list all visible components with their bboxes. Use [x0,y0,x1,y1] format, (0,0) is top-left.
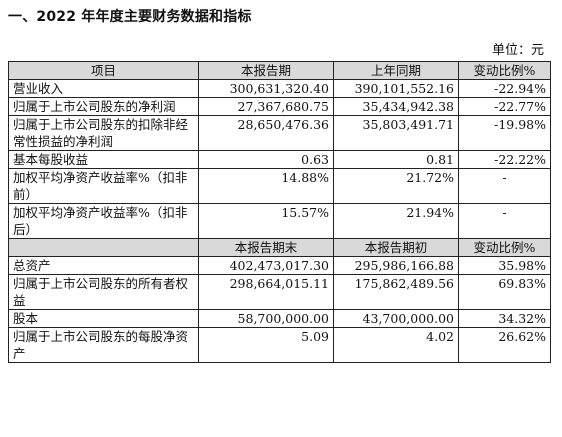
period-start-value: 295,986,166.88 [333,256,459,275]
table-row: 总资产 402,473,017.30 295,986,166.88 35.98% [8,256,551,275]
prior-value: 35,803,491.71 [333,115,459,151]
prior-value: 21.72% [333,168,459,204]
header-cell-current-period: 本报告期 [198,61,334,80]
unit-label: 单位：元 [491,43,544,58]
table-row: 加权平均净资产收益率%（扣非前） 14.88% 21.72% - [8,168,551,204]
change-value: 35.98% [458,256,551,275]
row-label: 总资产 [8,256,199,275]
change-value: 34.32% [458,309,551,328]
table-row: 归属于上市公司股东的净利润 27,367,680.75 35,434,942.3… [8,97,551,116]
subheader-cell-period-start: 本报告期初 [333,238,459,257]
prior-value: 21.94% [333,203,459,239]
row-label: 归属于上市公司股东的每股净资产 [8,327,199,363]
table-row: 加权平均净资产收益率%（扣非后） 15.57% 21.94% - [8,203,551,239]
period-start-value: 175,862,489.56 [333,274,459,310]
table-row: 归属于上市公司股东的每股净资产 5.09 4.02 26.62% [8,327,551,363]
change-value: -19.98% [458,115,551,151]
change-value: - [458,203,551,239]
financial-data-table: 项目 本报告期 上年同期 变动比例% 营业收入 300,631,320.40 3… [8,61,551,363]
row-label: 归属于上市公司股东的所有者权益 [8,274,199,310]
change-value: 69.83% [458,274,551,310]
current-value: 15.57% [198,203,334,239]
change-value: -22.22% [458,150,551,169]
current-value: 14.88% [198,168,334,204]
table-row: 股本 58,700,000.00 43,700,000.00 34.32% [8,309,551,328]
header-cell-prior-period: 上年同期 [333,61,459,80]
change-value: -22.94% [458,79,551,98]
period-end-value: 58,700,000.00 [198,309,334,328]
table-row: 营业收入 300,631,320.40 390,101,552.16 -22.9… [8,79,551,98]
table-row: 基本每股收益 0.63 0.81 -22.22% [8,150,551,169]
current-value: 300,631,320.40 [198,79,334,98]
row-label: 归属于上市公司股东的净利润 [8,97,199,116]
prior-value: 35,434,942.38 [333,97,459,116]
current-value: 0.63 [198,150,334,169]
change-value: 26.62% [458,327,551,363]
current-value: 28,650,476.36 [198,115,334,151]
table-row: 归属于上市公司股东的扣除非经常性损益的净利润 28,650,476.36 35,… [8,115,551,151]
prior-value: 0.81 [333,150,459,169]
current-value: 27,367,680.75 [198,97,334,116]
row-label: 加权平均净资产收益率%（扣非前） [8,168,199,204]
period-start-value: 43,700,000.00 [333,309,459,328]
section-heading: 一、2022 年年度主要财务数据和指标 [8,9,252,25]
change-value: - [458,168,551,204]
row-label: 基本每股收益 [8,150,199,169]
period-end-value: 402,473,017.30 [198,256,334,275]
table-subheader-row: 本报告期末 本报告期初 变动比例% [8,238,551,257]
period-end-value: 5.09 [198,327,334,363]
prior-value: 390,101,552.16 [333,79,459,98]
subheader-cell-period-end: 本报告期末 [198,238,334,257]
table-header-row: 项目 本报告期 上年同期 变动比例% [8,61,551,80]
subheader-cell-empty [8,238,199,257]
row-label: 营业收入 [8,79,199,98]
row-label: 股本 [8,309,199,328]
header-cell-change: 变动比例% [458,61,551,80]
period-end-value: 298,664,015.11 [198,274,334,310]
period-start-value: 4.02 [333,327,459,363]
row-label: 归属于上市公司股东的扣除非经常性损益的净利润 [8,115,199,151]
subheader-cell-change: 变动比例% [458,238,551,257]
table-row: 归属于上市公司股东的所有者权益 298,664,015.11 175,862,4… [8,274,551,310]
header-cell-item: 项目 [8,61,199,80]
row-label: 加权平均净资产收益率%（扣非后） [8,203,199,239]
change-value: -22.77% [458,97,551,116]
